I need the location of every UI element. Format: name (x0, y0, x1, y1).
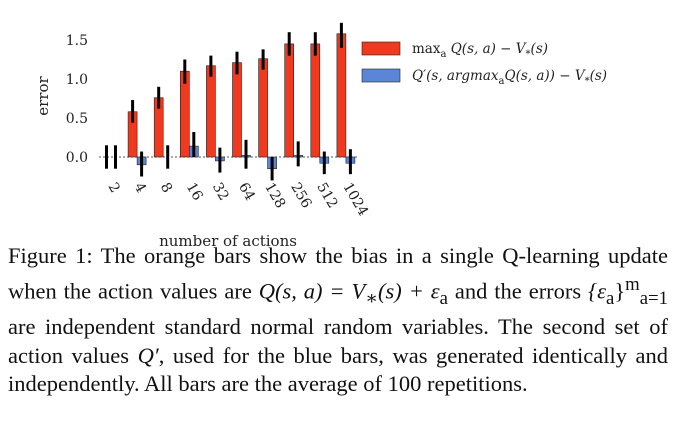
legend-part: a (440, 49, 446, 60)
caption-label: Figure 1: (8, 243, 93, 268)
x-tick-label: 4 (131, 180, 149, 196)
caption-text: , used for the blue bars, was generated … (8, 342, 674, 397)
legend-swatch-blue (361, 68, 401, 83)
y-tick-label: 0.0 (66, 150, 88, 166)
caption-math: } (614, 278, 626, 303)
caption-math: Q(s, a) = V (258, 278, 366, 303)
caption-math: (s) + ε (378, 278, 440, 303)
legend-part: Q′(s, argmax (412, 68, 499, 84)
bar-orange (336, 33, 347, 158)
legend: maxa Q(s, a) − V*(s) Q′(s, argmaxaQ(s, a… (361, 41, 607, 87)
legend-part: (s) (590, 68, 607, 84)
legend-part: max (412, 41, 441, 57)
bar-orange (258, 58, 268, 158)
caption-math-sub: ∗ (365, 287, 379, 309)
caption-text: and the errors (447, 278, 589, 303)
caption-math-sub: a (439, 287, 448, 309)
x-tick-label: 16 (183, 180, 206, 204)
figure-caption: Figure 1: The orange bars show the bias … (8, 242, 668, 399)
caption-math-sub: a=1 (639, 287, 668, 309)
bar-orange (180, 70, 190, 158)
caption-math-sub: a (605, 287, 615, 309)
legend-part: (s) (531, 41, 548, 57)
legend-part: Q(s, a) − V (446, 41, 526, 57)
bar-orange (232, 62, 242, 158)
x-tick-label: 256 (287, 180, 314, 211)
legend-part: * (585, 76, 590, 87)
y-axis-label: error (34, 75, 52, 115)
x-tick-label: 2 (105, 180, 123, 196)
bar-orange (206, 65, 216, 158)
x-tick-label: 512 (313, 180, 340, 211)
legend-label-blue: Q′(s, argmaxaQ(s, a)) − V*(s) (412, 68, 607, 87)
x-tick-label: 64 (235, 180, 258, 204)
legend-part: Q(s, a)) − V (505, 68, 586, 84)
legend-part: * (526, 49, 531, 60)
plot-area (99, 22, 358, 181)
y-tick-label: 1.5 (66, 33, 88, 49)
x-tick-label: 8 (157, 180, 175, 196)
x-tick-label: 32 (209, 180, 232, 203)
x-tick-label: 1024 (339, 180, 371, 219)
caption-math-sup: m (625, 273, 640, 295)
caption-text: are independent standard normal random v… (8, 278, 674, 368)
bar-orange (284, 43, 295, 158)
y-tick-label: 1.0 (66, 72, 88, 88)
legend-part: a (499, 76, 505, 87)
legend-swatch-orange (361, 41, 401, 56)
y-tick-label: 0.5 (66, 111, 88, 127)
bar-orange (310, 43, 321, 158)
caption-math: Q′ (137, 342, 159, 368)
y-axis-ticks: 0.0 0.5 1.0 1.5 (66, 33, 88, 166)
legend-label-orange: maxa Q(s, a) − V*(s) (412, 41, 548, 60)
x-tick-label: 128 (261, 180, 288, 211)
caption-text: The orange bars show the bias in a singl… (8, 243, 674, 303)
caption-math: {ε (588, 278, 606, 303)
x-axis-label: number of actions (159, 232, 297, 250)
